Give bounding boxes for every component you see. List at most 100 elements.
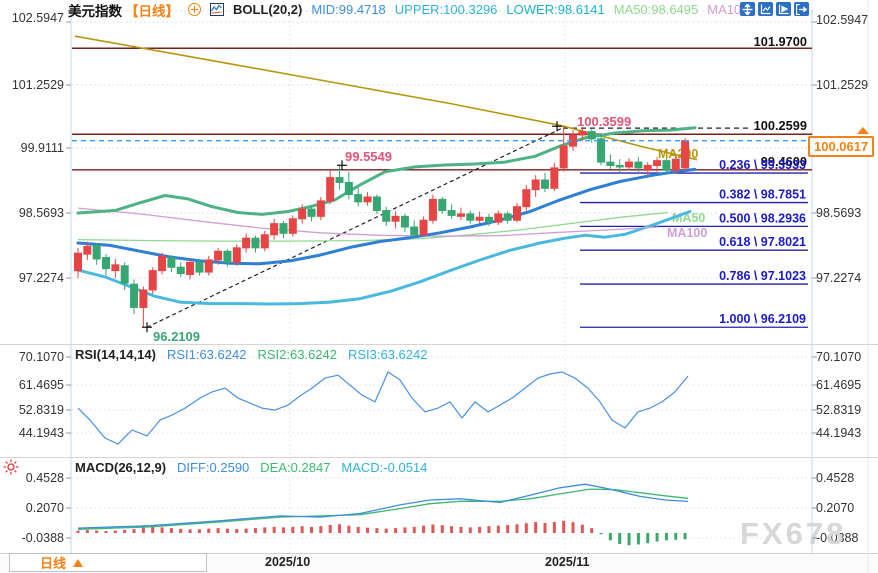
candle-body: [92, 244, 101, 260]
candle-body: [307, 208, 316, 217]
resistance-level-label: 100.2599: [753, 118, 807, 133]
candle-body: [643, 164, 652, 171]
add-indicator-icon[interactable]: [188, 3, 201, 16]
candle-body: [503, 213, 512, 221]
macd-histogram-bar: [235, 529, 239, 533]
macd-histogram-bar: [310, 526, 313, 533]
fib-label: 1.000 \ 96.2109: [719, 312, 806, 326]
rsi3-value: RSI3:63.6242: [347, 347, 428, 362]
candle-body: [232, 247, 241, 263]
candle-body: [139, 289, 148, 308]
macd-axis-left-label: -0.0388: [21, 531, 64, 545]
macd-histogram-bar: [440, 525, 444, 533]
main-axis-left-label: 101.2529: [11, 78, 64, 92]
swing-mid-label: 99.5549: [345, 149, 392, 164]
macd-histogram-bar: [113, 530, 117, 533]
macd-axis-left-label: 0.4528: [25, 471, 64, 485]
boll-mid-value: MID:99.4718: [311, 2, 386, 17]
macd-histogram-bar: [375, 528, 379, 533]
main-axis-left-label: 97.2274: [18, 271, 64, 285]
macd-histogram-bar: [664, 533, 668, 541]
macd-histogram-bar: [216, 528, 220, 533]
macd-histogram-bar: [412, 526, 416, 533]
candle-body: [410, 226, 419, 236]
macd-histogram-bar: [347, 525, 351, 533]
macd-histogram-bar: [515, 524, 519, 533]
candle-body: [484, 216, 493, 223]
macd-histogram-bar: [590, 528, 594, 533]
rsi-axis-left-label: 70.1070: [18, 350, 64, 364]
chart-type-icon[interactable]: [210, 3, 224, 16]
rsi-axis-left-label: 44.1943: [18, 426, 64, 440]
axis-pointer-button[interactable]: [776, 2, 791, 16]
macd-histogram-bar: [674, 533, 678, 540]
swing-high-label: 100.3599: [577, 114, 632, 129]
crosshair-tool-button[interactable]: [740, 2, 755, 16]
candle-body: [559, 145, 568, 169]
boll-mid-line: [76, 167, 697, 266]
candle-body: [428, 198, 437, 221]
candle-body: [83, 245, 92, 255]
candle-body: [550, 167, 559, 189]
candle-body: [260, 234, 269, 249]
candle-body: [326, 177, 335, 202]
candle-body: [186, 261, 195, 275]
candle-body: [158, 255, 167, 272]
rsi-line: [77, 371, 689, 445]
macd-histogram-bar: [683, 533, 687, 540]
candle-body: [344, 181, 353, 196]
candle-body: [634, 161, 643, 169]
macd-histogram-bar: [655, 533, 659, 542]
rsi-header: RSI(14,14,14) RSI1:63.6242 RSI2:63.6242 …: [75, 347, 427, 362]
axis-scale-button[interactable]: [758, 2, 773, 16]
candle-body: [111, 264, 120, 272]
date-tick-label: 2025/11: [545, 555, 590, 569]
macd-indicator-label: MACD(26,12,9): [75, 460, 167, 475]
rsi-indicator-label: RSI(14,14,14): [75, 347, 156, 362]
macd-histogram-bar: [76, 530, 80, 533]
candle-body: [578, 131, 587, 136]
indicator-settings-icon[interactable]: [3, 459, 19, 475]
macd-histogram-bar: [627, 533, 631, 546]
period-selector-button[interactable]: 日线: [9, 553, 207, 572]
macd-histogram-bar: [328, 524, 332, 533]
candle-body: [512, 206, 521, 221]
watermark: FX678: [740, 516, 847, 551]
macd-histogram-bar: [468, 527, 472, 533]
period-tag: 【日线】: [125, 3, 179, 19]
candle-body: [242, 237, 251, 249]
candle-body: [653, 160, 662, 166]
fib-label: 0.236 \ 99.3933: [719, 158, 806, 172]
candle-body: [223, 250, 232, 263]
candle-body: [251, 237, 260, 249]
period-selector-label: 日线: [40, 556, 67, 571]
macd-histogram-bar: [207, 528, 211, 533]
candle-body: [120, 265, 129, 284]
candle-body: [531, 179, 540, 191]
ma100-line: [77, 207, 659, 237]
rsi1-value: RSI1:63.6242: [166, 347, 247, 362]
candle-body: [597, 138, 606, 163]
fib-label: 0.382 \ 98.7851: [719, 188, 806, 202]
boll-lower-value: LOWER:98.6141: [506, 2, 605, 17]
fib-label: 0.618 \ 97.8021: [719, 235, 806, 249]
price-arrow-up-icon: [857, 127, 869, 134]
macd-histogram-bar: [104, 531, 108, 533]
rsi-axis-right-label: 61.4695: [816, 378, 862, 392]
macd-dea-line: [77, 488, 689, 530]
ma200-line: [74, 35, 698, 161]
macd-histogram-bar: [524, 523, 528, 533]
boll-lower-line: [76, 210, 692, 306]
macd-axis-left-label: 0.2070: [25, 501, 64, 515]
time-axis-strip: [0, 553, 878, 573]
ma10-label: MA10: [707, 2, 742, 17]
macd-histogram-bar: [580, 524, 584, 533]
macd-histogram-bar: [123, 529, 127, 533]
exit-panel-button[interactable]: [794, 2, 809, 16]
resistance-level-label: 101.9700: [753, 34, 807, 49]
fib-label: 0.500 \ 98.2936: [719, 211, 806, 225]
macd-histogram-bar: [384, 528, 388, 533]
candle-body: [372, 196, 381, 212]
